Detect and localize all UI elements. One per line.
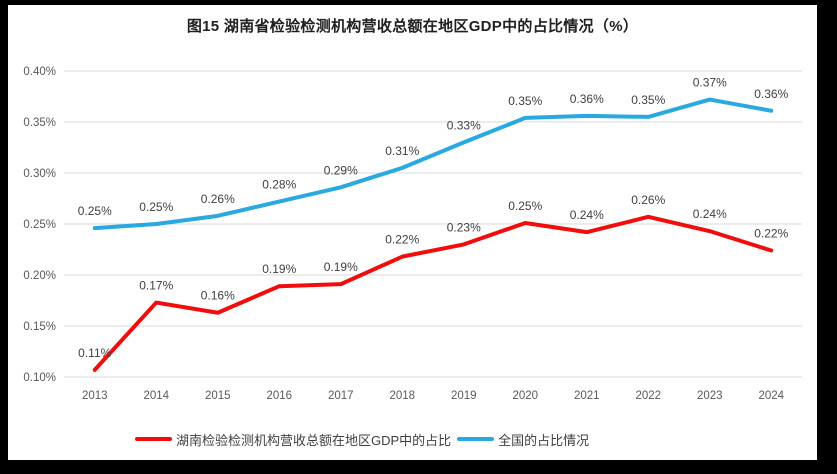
x-axis-tick-label: 2016 [266,390,292,402]
data-label-hunan: 0.24% [570,208,604,222]
legend-swatch-national-line [457,437,495,441]
x-axis-tick-label: 2024 [758,390,784,402]
data-label-hunan: 0.19% [262,262,296,276]
legend-swatch-hunan-line [135,437,172,441]
x-axis-tick-label: 2021 [574,390,600,402]
x-axis-tick-label: 2013 [82,390,108,402]
x-axis-tick-label: 2017 [328,390,354,402]
data-label-hunan: 0.23% [447,220,481,234]
x-axis-tick-label: 2015 [205,390,231,402]
y-axis-tick-label: 0.30% [23,168,56,180]
data-label-hunan: 0.26% [631,193,665,207]
y-axis-tick-label: 0.10% [23,372,56,384]
chart-legend: 湖南检验检测机构营收总额在地区GDP中的占比 全国的占比情况 [135,429,595,449]
data-label-national: 0.31% [385,144,419,158]
chart-canvas: 图15 湖南省检验检测机构营收总额在地区GDP中的占比情况（%） 0.40% 0.… [8,5,817,460]
data-label-hunan: 0.22% [754,227,788,241]
legend-label-hunan: 湖南检验检测机构营收总额在地区GDP中的占比 [176,432,452,448]
data-label-hunan: 0.22% [385,233,419,247]
data-label-national: 0.29% [324,163,358,177]
series-line-national [92,97,774,231]
x-axis-tick-label: 2014 [143,390,169,402]
x-axis-tick-label: 2019 [451,390,477,402]
x-axis-tick-label: 2022 [635,390,661,402]
data-label-hunan: 0.19% [324,260,358,274]
data-label-hunan: 0.16% [201,289,235,303]
data-label-hunan: 0.24% [693,207,727,221]
data-label-hunan: 0.25% [508,199,542,213]
y-axis-tick-label: 0.40% [23,66,56,78]
data-label-national: 0.36% [570,92,604,106]
data-label-national: 0.33% [447,118,481,132]
plot-area: 0.40% 0.35% 0.30% 0.25% 0.20% 0.15% 0.10% 2013 2… [23,66,802,402]
data-label-national: 0.36% [754,87,788,101]
data-label-national: 0.26% [201,192,235,206]
y-axis-tick-label: 0.15% [23,321,56,333]
data-label-national: 0.35% [508,94,542,108]
data-label-hunan: 0.17% [139,279,173,293]
x-axis-tick-label: 2023 [697,390,723,402]
x-axis-tick-label: 2020 [512,390,538,402]
data-label-national: 0.37% [693,76,727,90]
data-label-national: 0.25% [139,200,173,214]
series-line-hunan [92,214,774,372]
y-axis-tick-label: 0.20% [23,270,56,282]
y-axis-tick-label: 0.35% [23,117,56,129]
y-axis-tick-label: 0.25% [23,219,56,231]
data-label-hunan: 0.11% [78,346,111,360]
data-label-national: 0.25% [78,204,112,218]
data-label-national: 0.35% [631,93,665,107]
legend-label-national: 全国的占比情况 [498,432,590,448]
chart-title: 图15 湖南省检验检测机构营收总额在地区GDP中的占比情况（%） [186,18,639,35]
data-label-national: 0.28% [262,178,296,192]
x-axis-tick-label: 2018 [389,390,415,402]
